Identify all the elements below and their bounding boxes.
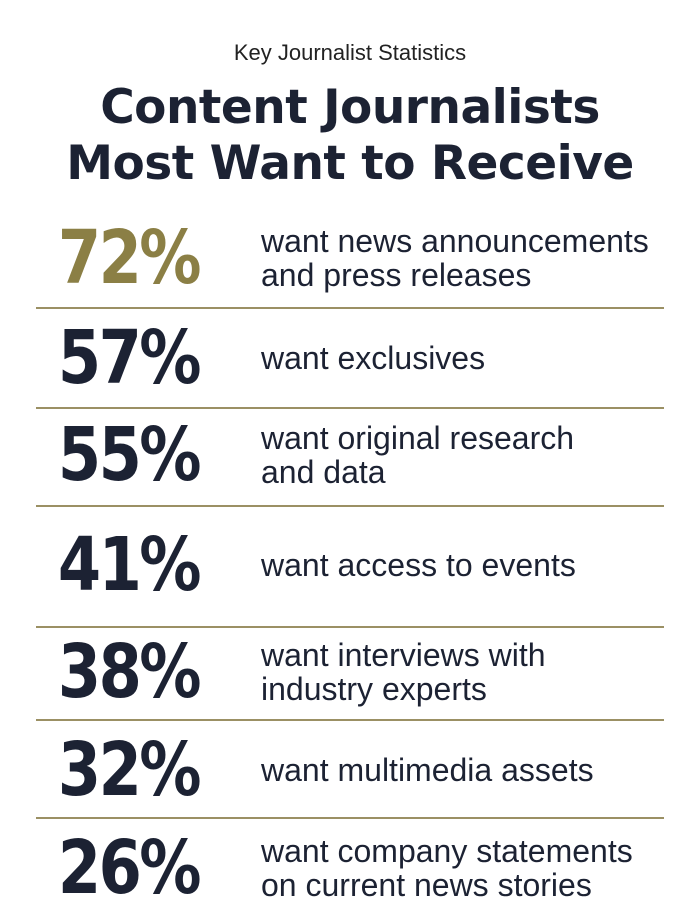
- title-line-2: Most Want to Receive: [66, 136, 634, 191]
- row-divider: [36, 626, 664, 628]
- stat-description: want news announcements and press releas…: [261, 223, 649, 293]
- stat-description: want exclusives: [261, 340, 486, 376]
- row-divider: [36, 307, 664, 309]
- page-title: Content Journalists Most Want to Receive: [0, 80, 700, 192]
- stat-percentage: 41%: [57, 522, 202, 608]
- row-divider: [36, 407, 664, 409]
- stat-row: 57% want exclusives: [36, 314, 664, 402]
- stat-percentage: 26%: [57, 825, 202, 911]
- stat-description: want company statements on current news …: [261, 833, 633, 903]
- stat-percentage: 55%: [57, 412, 202, 498]
- row-divider: [36, 817, 664, 819]
- stat-row: 41% want access to events: [36, 519, 664, 611]
- stat-percentage: 57%: [57, 315, 202, 401]
- stat-row: 72% want news announcements and press rel…: [36, 212, 664, 304]
- stat-percentage: 38%: [57, 629, 202, 715]
- row-divider: [36, 719, 664, 721]
- stat-row: 32% want multimedia assets: [36, 726, 664, 814]
- stat-description: want original research and data: [261, 420, 575, 490]
- kicker-text: Key Journalist Statistics: [233, 40, 467, 65]
- stat-description: want multimedia assets: [261, 752, 594, 788]
- stat-description: want access to events: [261, 547, 576, 583]
- row-divider: [36, 505, 664, 507]
- stat-row: 38% want interviews with industry experts: [36, 626, 664, 718]
- stat-percentage: 72%: [57, 215, 202, 301]
- stat-row: 26% want company statements on current ne…: [36, 822, 664, 914]
- title-line-1: Content Journalists: [100, 80, 600, 135]
- stat-description: want interviews with industry experts: [261, 637, 546, 707]
- stat-percentage: 32%: [57, 727, 202, 813]
- stat-row: 55% want original research and data: [36, 411, 664, 499]
